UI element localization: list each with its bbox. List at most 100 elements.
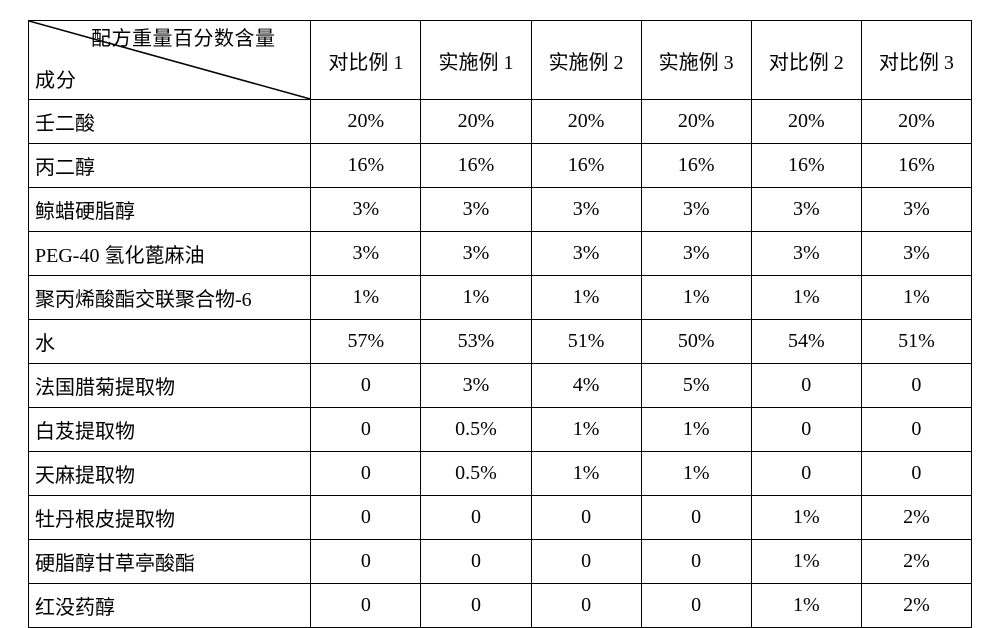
cell: 0 — [641, 540, 751, 584]
cell: 2% — [861, 540, 971, 584]
cell: 16% — [421, 144, 531, 188]
col-header: 对比例 1 — [311, 21, 421, 100]
header-diag-top: 配方重量百分数含量 — [91, 27, 276, 51]
cell: 1% — [311, 276, 421, 320]
cell: 0 — [531, 584, 641, 628]
col-header: 对比例 3 — [861, 21, 971, 100]
cell: 0 — [311, 452, 421, 496]
cell: 0 — [311, 364, 421, 408]
cell: 3% — [641, 232, 751, 276]
cell: 51% — [861, 320, 971, 364]
cell: 0 — [751, 364, 861, 408]
cell: 16% — [531, 144, 641, 188]
cell: 57% — [311, 320, 421, 364]
cell: 50% — [641, 320, 751, 364]
cell: 3% — [531, 188, 641, 232]
cell: 0 — [421, 584, 531, 628]
cell: 3% — [311, 232, 421, 276]
table-row: 红没药醇 0 0 0 0 1% 2% — [29, 584, 972, 628]
cell: 1% — [531, 276, 641, 320]
cell: 53% — [421, 320, 531, 364]
col-header: 实施例 2 — [531, 21, 641, 100]
cell: 16% — [311, 144, 421, 188]
cell: 51% — [531, 320, 641, 364]
cell: 0 — [861, 452, 971, 496]
cell: 16% — [861, 144, 971, 188]
cell: 1% — [751, 584, 861, 628]
row-label: 硬脂醇甘草亭酸酯 — [29, 540, 311, 584]
cell: 0 — [311, 496, 421, 540]
table-row: PEG-40 氢化蓖麻油 3% 3% 3% 3% 3% 3% — [29, 232, 972, 276]
cell: 54% — [751, 320, 861, 364]
cell: 3% — [861, 188, 971, 232]
cell: 4% — [531, 364, 641, 408]
table-row: 壬二酸 20% 20% 20% 20% 20% 20% — [29, 100, 972, 144]
cell: 1% — [531, 452, 641, 496]
table-row: 白芨提取物 0 0.5% 1% 1% 0 0 — [29, 408, 972, 452]
cell: 3% — [861, 232, 971, 276]
col-header: 实施例 1 — [421, 21, 531, 100]
cell: 3% — [421, 232, 531, 276]
table-row: 牡丹根皮提取物 0 0 0 0 1% 2% — [29, 496, 972, 540]
cell: 0.5% — [421, 452, 531, 496]
cell: 1% — [641, 408, 751, 452]
cell: 0 — [641, 496, 751, 540]
table-row: 丙二醇 16% 16% 16% 16% 16% 16% — [29, 144, 972, 188]
cell: 20% — [421, 100, 531, 144]
row-label: 鲸蜡硬脂醇 — [29, 188, 311, 232]
table-row: 鲸蜡硬脂醇 3% 3% 3% 3% 3% 3% — [29, 188, 972, 232]
cell: 1% — [641, 452, 751, 496]
cell: 0 — [531, 496, 641, 540]
cell: 1% — [531, 408, 641, 452]
table-body: 壬二酸 20% 20% 20% 20% 20% 20% 丙二醇 16% 16% … — [29, 100, 972, 628]
cell: 20% — [531, 100, 641, 144]
cell: 1% — [751, 276, 861, 320]
cell: 3% — [421, 188, 531, 232]
cell: 0 — [421, 496, 531, 540]
cell: 1% — [751, 496, 861, 540]
header-row: 配方重量百分数含量 成分 对比例 1 实施例 1 实施例 2 实施例 3 对比例… — [29, 21, 972, 100]
row-label: 红没药醇 — [29, 584, 311, 628]
table-row: 水 57% 53% 51% 50% 54% 51% — [29, 320, 972, 364]
row-label: 水 — [29, 320, 311, 364]
row-label: 法国腊菊提取物 — [29, 364, 311, 408]
col-header: 对比例 2 — [751, 21, 861, 100]
cell: 3% — [751, 188, 861, 232]
row-label: 天麻提取物 — [29, 452, 311, 496]
cell: 0 — [861, 408, 971, 452]
cell: 0 — [751, 452, 861, 496]
table-row: 法国腊菊提取物 0 3% 4% 5% 0 0 — [29, 364, 972, 408]
header-diag-bottom: 成分 — [35, 69, 77, 93]
row-label: PEG-40 氢化蓖麻油 — [29, 232, 311, 276]
cell: 1% — [861, 276, 971, 320]
composition-table: 配方重量百分数含量 成分 对比例 1 实施例 1 实施例 2 实施例 3 对比例… — [28, 20, 972, 628]
cell: 3% — [421, 364, 531, 408]
corner-header: 配方重量百分数含量 成分 — [29, 21, 311, 100]
row-label: 聚丙烯酸酯交联聚合物-6 — [29, 276, 311, 320]
cell: 3% — [311, 188, 421, 232]
cell: 1% — [641, 276, 751, 320]
cell: 16% — [641, 144, 751, 188]
cell: 0 — [641, 584, 751, 628]
cell: 3% — [531, 232, 641, 276]
cell: 0.5% — [421, 408, 531, 452]
cell: 5% — [641, 364, 751, 408]
cell: 16% — [751, 144, 861, 188]
cell: 1% — [751, 540, 861, 584]
cell: 0 — [421, 540, 531, 584]
col-header: 实施例 3 — [641, 21, 751, 100]
cell: 0 — [311, 408, 421, 452]
cell: 20% — [311, 100, 421, 144]
cell: 20% — [641, 100, 751, 144]
table-row: 硬脂醇甘草亭酸酯 0 0 0 0 1% 2% — [29, 540, 972, 584]
row-label: 白芨提取物 — [29, 408, 311, 452]
cell: 0 — [861, 364, 971, 408]
cell: 2% — [861, 584, 971, 628]
cell: 20% — [751, 100, 861, 144]
cell: 0 — [311, 584, 421, 628]
cell: 0 — [751, 408, 861, 452]
table-row: 聚丙烯酸酯交联聚合物-6 1% 1% 1% 1% 1% 1% — [29, 276, 972, 320]
page: 配方重量百分数含量 成分 对比例 1 实施例 1 实施例 2 实施例 3 对比例… — [0, 0, 1000, 622]
cell: 0 — [311, 540, 421, 584]
cell: 20% — [861, 100, 971, 144]
